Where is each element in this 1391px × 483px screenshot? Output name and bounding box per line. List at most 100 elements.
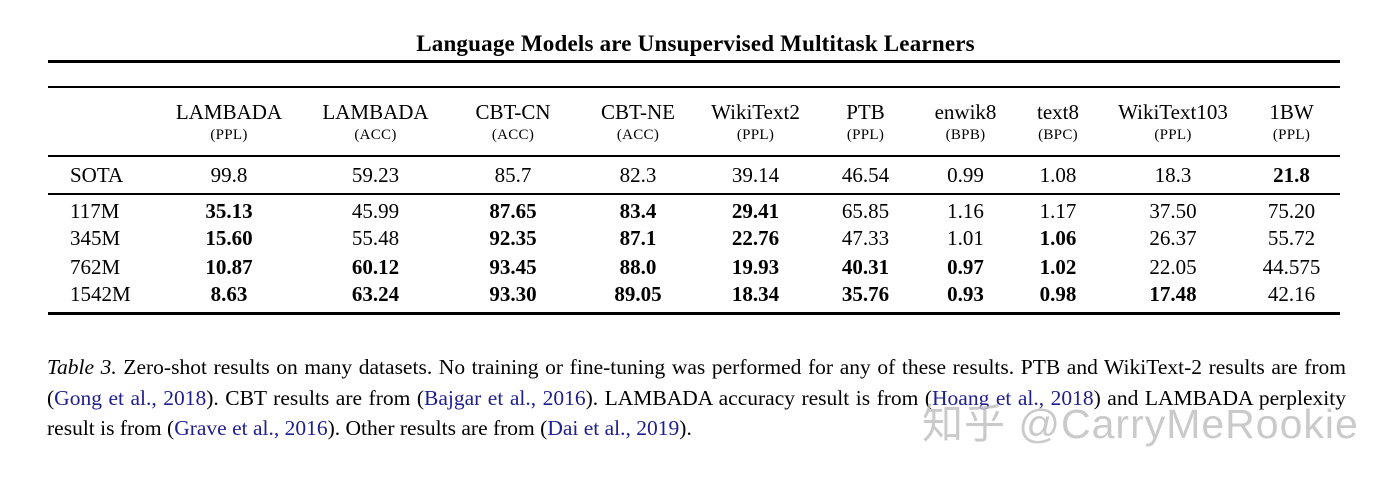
value-cell: 1.17 [1039,199,1077,223]
caption-segment: Zero-shot results on many datasets. No t… [47,355,1346,410]
col-name: text8 [1037,99,1079,124]
header-row: LAMBADA (PPL) LAMBADA (ACC) CBT-CN (ACC) CBT-N… [48,87,1340,156]
col-header-enwik8: enwik8 (BPB) [918,87,1013,156]
value-cell: 82.3 [619,162,657,187]
value-cell: 89.05 [614,282,662,306]
models-section: 117M 35.13 45.99 87.65 83.4 29.41 65.85 1.16 1.1… [48,194,1340,314]
value-cell: 8.63 [210,282,248,306]
caption-segment: ). CBT results are from ( [206,385,424,410]
caption-segment: ). [679,416,692,441]
col-name: LAMBADA [175,99,283,124]
value-cell: 59.23 [351,162,400,187]
value-cell: 85.7 [494,162,532,187]
col-name: CBT-NE [601,99,675,124]
value-cell: 35.76 [841,282,890,306]
value-cell: 1.01 [947,226,984,250]
sota-section: SOTA 99.8 59.23 85.7 82.3 39.14 46.54 0.99 1.08 1… [48,156,1340,194]
title-divider [48,60,1340,63]
caption-segment: Table 3. [47,355,117,379]
table-row-345m: 345M 15.60 55.48 92.35 87.1 22.76 47.33 1.01 1.0… [48,224,1340,253]
value-cell: 17.48 [1149,282,1197,306]
row-label: 762M [70,255,121,279]
col-unit: (PPL) [210,126,248,143]
value-cell: 93.45 [489,255,537,279]
value-cell: 92.35 [489,226,537,250]
row-label: SOTA [70,162,124,187]
citation-link[interactable]: Gong et al., 2018 [54,385,207,410]
table-row-1542m: 1542M 8.63 63.24 93.30 89.05 18.34 35.76 0.93 0.… [48,282,1340,314]
col-unit: (ACC) [354,126,397,143]
citation-link[interactable]: Bajgar et al., 2016 [424,385,586,410]
value-cell: 22.76 [731,226,780,250]
col-header-1bw: 1BW (PPL) [1243,87,1340,156]
value-cell: 55.48 [351,226,400,250]
caption-segment: ) and LAMBADA perplexity result is from … [47,385,1346,441]
value-cell: 44.575 [1262,255,1321,279]
table-header: LAMBADA (PPL) LAMBADA (ACC) CBT-CN (ACC) CBT-N… [48,87,1340,156]
value-cell: 10.87 [205,255,253,279]
value-cell: 60.12 [351,255,400,279]
table-row-762m: 762M 10.87 60.12 93.45 88.0 19.93 40.31 0.97 1.0… [48,253,1340,282]
empty-corner-cell [48,87,155,156]
value-cell: 45.99 [351,199,400,223]
col-unit: (BPB) [945,126,986,143]
citation-link[interactable]: Hoang et al., 2018 [932,385,1094,410]
value-cell: 99.8 [210,162,248,187]
value-cell: 1.02 [1039,255,1077,279]
col-unit: (PPL) [1272,126,1311,143]
value-cell: 1.06 [1039,226,1077,250]
value-cell: 83.4 [619,199,657,223]
col-unit: (ACC) [491,126,535,143]
value-cell: 75.20 [1267,199,1316,223]
value-cell: 46.54 [841,162,890,187]
value-cell: 0.93 [947,282,984,306]
row-label: 345M [70,226,121,250]
table-row-117m: 117M 35.13 45.99 87.65 83.4 29.41 65.85 1.16 1.1… [48,194,1340,224]
value-cell: 63.24 [351,282,400,306]
value-cell: 65.85 [841,199,890,223]
col-name: CBT-CN [475,99,551,124]
col-name: enwik8 [934,99,997,124]
value-cell: 0.98 [1039,282,1077,306]
value-cell: 47.33 [841,226,890,250]
col-unit: (ACC) [616,126,660,143]
row-label: 117M [70,199,120,223]
col-header-ptb: PTB (PPL) [813,87,918,156]
col-name: 1BW [1269,99,1314,124]
col-header-text8: text8 (BPC) [1013,87,1103,156]
value-cell: 87.1 [619,226,657,250]
col-unit: (PPL) [1154,126,1192,143]
value-cell: 1.16 [947,199,984,223]
page-title: Language Models are Unsupervised Multita… [416,31,975,56]
value-cell: 40.31 [841,255,890,279]
col-name: WikiText2 [711,99,800,124]
value-cell: 18.34 [731,282,780,306]
citation-link[interactable]: Grave et al., 2016 [174,416,328,441]
caption-segment: ). LAMBADA accuracy result is from ( [585,385,933,410]
value-cell: 0.97 [947,255,984,279]
value-cell: 15.60 [205,226,253,250]
value-cell: 88.0 [619,255,657,279]
value-cell: 37.50 [1149,199,1197,223]
value-cell: 87.65 [489,199,537,223]
value-cell: 22.05 [1149,255,1197,279]
col-unit: (PPL) [846,126,885,143]
table-row-sota: SOTA 99.8 59.23 85.7 82.3 39.14 46.54 0.99 1.08 1… [48,156,1340,194]
value-cell: 55.72 [1267,226,1316,250]
results-table: LAMBADA (PPL) LAMBADA (ACC) CBT-CN (ACC) CBT-N… [48,86,1340,315]
col-name: PTB [846,99,885,124]
col-header-lambada: LAMBADA (PPL) [155,87,303,156]
caption-segment: ). Other results are from ( [327,416,548,441]
citation-link[interactable]: Dai et al., 2019 [547,416,680,441]
value-cell: 19.93 [731,255,780,279]
col-name: WikiText103 [1118,99,1228,124]
value-cell: 0.99 [947,162,984,187]
col-unit: (BPC) [1038,126,1078,143]
table-caption: Table 3. Zero-shot results on many datas… [47,352,1346,444]
value-cell: 26.37 [1149,226,1197,250]
col-header-cbt-ne: CBT-NE (ACC) [578,87,698,156]
value-cell: 29.41 [731,199,780,223]
value-cell: 21.8 [1273,162,1310,187]
row-label: 1542M [70,282,131,306]
